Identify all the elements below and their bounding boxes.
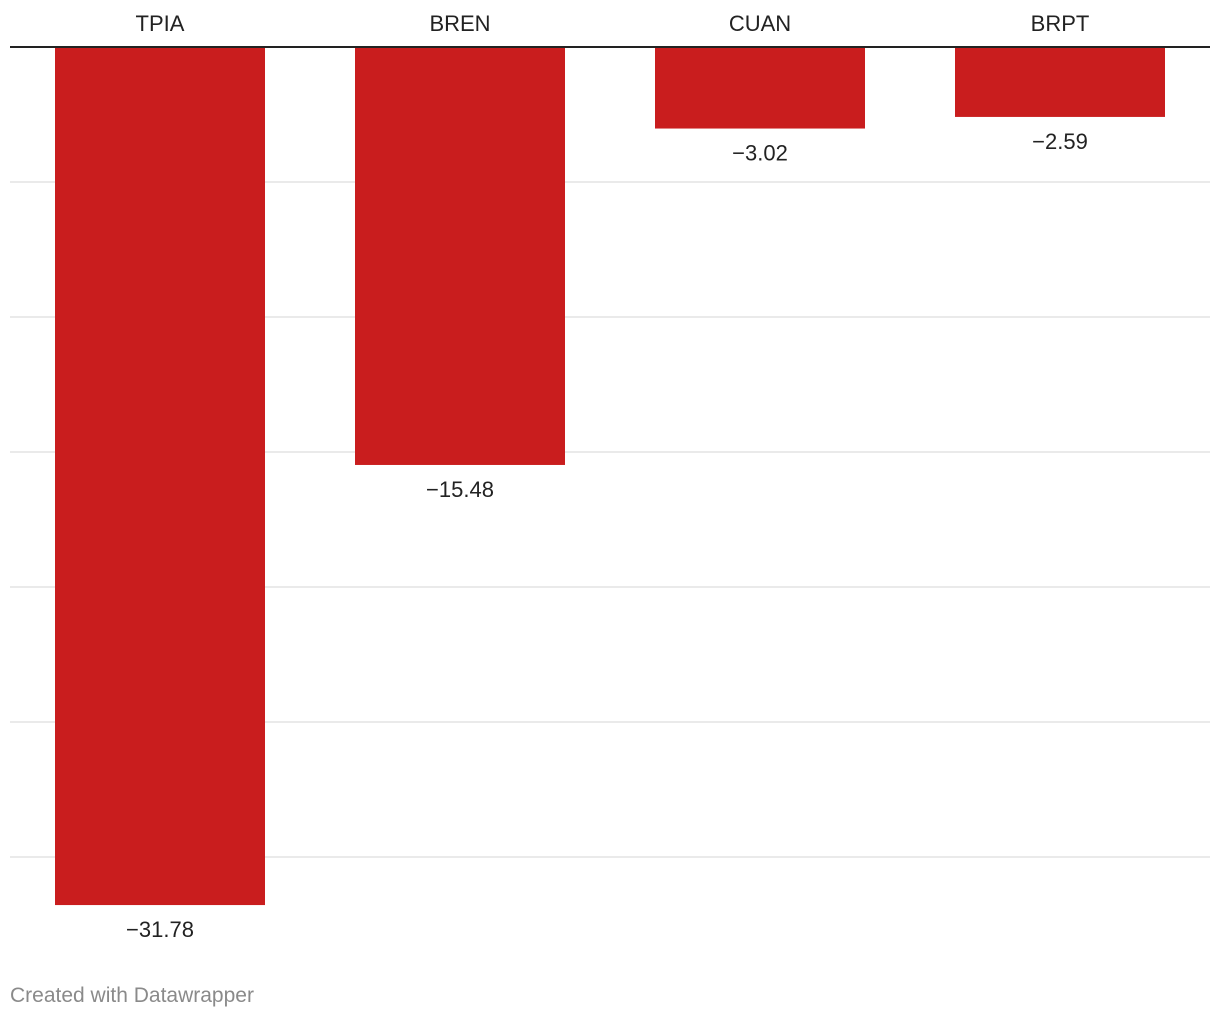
category-label-tpia: TPIA <box>136 11 185 36</box>
bar-bren[interactable] <box>355 47 565 465</box>
value-label-tpia: −31.78 <box>126 917 194 942</box>
value-label-cuan: −3.02 <box>732 141 788 166</box>
bar-brpt[interactable] <box>955 47 1165 117</box>
category-label-bren: BREN <box>429 11 490 36</box>
value-label-brpt: −2.59 <box>1032 129 1088 154</box>
bar-cuan[interactable] <box>655 47 865 129</box>
category-axis: TPIA BREN CUAN BRPT <box>10 11 1210 48</box>
bar-tpia[interactable] <box>55 47 265 906</box>
value-label-bren: −15.48 <box>426 477 494 502</box>
category-label-brpt: BRPT <box>1031 11 1090 36</box>
category-label-cuan: CUAN <box>729 11 791 36</box>
bars <box>55 47 1165 906</box>
datawrapper-credit[interactable]: Created with Datawrapper <box>10 984 254 1007</box>
value-labels: −31.78 −15.48 −3.02 −2.59 <box>126 129 1088 942</box>
